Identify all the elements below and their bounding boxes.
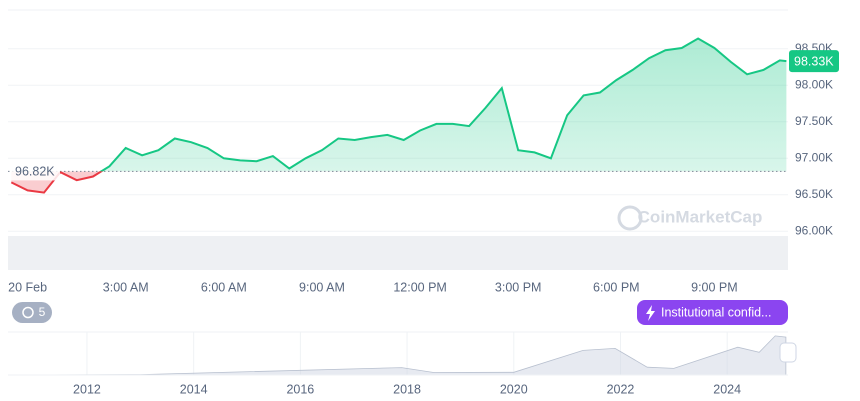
- navigator-handle[interactable]: [779, 342, 797, 363]
- watermark-logo: [617, 205, 643, 231]
- navigator-tick-label: 2018: [393, 382, 421, 396]
- x-tick-label: 6:00 AM: [201, 280, 247, 294]
- x-tick-label: 9:00 PM: [691, 280, 738, 294]
- area-above: [101, 38, 787, 172]
- x-tick-label: 9:00 AM: [299, 280, 345, 294]
- navigator-tick-label: 2022: [607, 382, 635, 396]
- history-count: 5: [39, 305, 46, 319]
- price-line: [59, 37, 787, 172]
- navigator-tick-label: 2016: [286, 382, 314, 396]
- history-badge[interactable]: 5: [12, 302, 52, 323]
- y-tick-label: 97.00K: [795, 150, 833, 164]
- navigator: 2012 2014 2016 2018 2020 2022 2024: [8, 331, 788, 396]
- volume-band: [8, 236, 788, 270]
- navigator-area: [12, 335, 787, 376]
- x-tick-label: 3:00 AM: [103, 280, 149, 294]
- y-tick-label: 97.50K: [795, 114, 833, 128]
- y-tick-label: 98.00K: [795, 77, 833, 91]
- x-tick-label: 6:00 PM: [593, 280, 640, 294]
- navigator-tick-label: 2014: [180, 382, 208, 396]
- y-tick-label: 96.00K: [795, 223, 833, 237]
- navigator-tick-label: 2020: [500, 382, 528, 396]
- baseline-label-bg: [10, 162, 60, 181]
- x-tick-label: 20 Feb: [8, 280, 47, 294]
- x-tick-label: 3:00 PM: [495, 280, 542, 294]
- navigator-tick-label: 2012: [73, 382, 101, 396]
- last-price-box: [789, 50, 839, 73]
- news-text: Institutional confid...: [661, 305, 771, 319]
- x-tick-label: 12:00 PM: [393, 280, 447, 294]
- watermark: CoinMarketCap: [638, 207, 763, 226]
- baseline-label: 96.82K: [15, 165, 55, 179]
- navigator-tick-label: 2024: [713, 382, 741, 396]
- last-price-label: 98.33K: [794, 54, 834, 68]
- y-tick-label: 96.50K: [795, 187, 833, 201]
- news-badge[interactable]: Institutional confid...: [637, 300, 788, 325]
